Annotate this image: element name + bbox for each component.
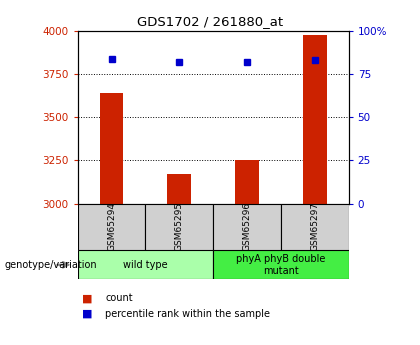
Text: GSM65294: GSM65294 bbox=[107, 202, 116, 252]
Text: percentile rank within the sample: percentile rank within the sample bbox=[105, 309, 270, 319]
Text: GDS1702 / 261880_at: GDS1702 / 261880_at bbox=[137, 16, 283, 29]
Bar bbox=[100, 93, 123, 204]
Text: wild type: wild type bbox=[123, 260, 168, 270]
Text: GSM65296: GSM65296 bbox=[242, 202, 252, 252]
Text: count: count bbox=[105, 294, 133, 303]
Bar bbox=[78, 204, 145, 250]
Text: genotype/variation: genotype/variation bbox=[4, 260, 97, 270]
Text: GSM65295: GSM65295 bbox=[175, 202, 184, 252]
Bar bbox=[78, 250, 213, 279]
Bar bbox=[281, 204, 349, 250]
Bar bbox=[213, 204, 281, 250]
Text: ■: ■ bbox=[82, 309, 92, 319]
Bar bbox=[168, 174, 191, 204]
Bar bbox=[145, 204, 213, 250]
Text: GSM65297: GSM65297 bbox=[310, 202, 319, 252]
Bar bbox=[213, 250, 349, 279]
Bar bbox=[303, 34, 327, 204]
Text: ■: ■ bbox=[82, 294, 92, 303]
Text: phyA phyB double
mutant: phyA phyB double mutant bbox=[236, 254, 326, 276]
Bar bbox=[235, 159, 259, 204]
